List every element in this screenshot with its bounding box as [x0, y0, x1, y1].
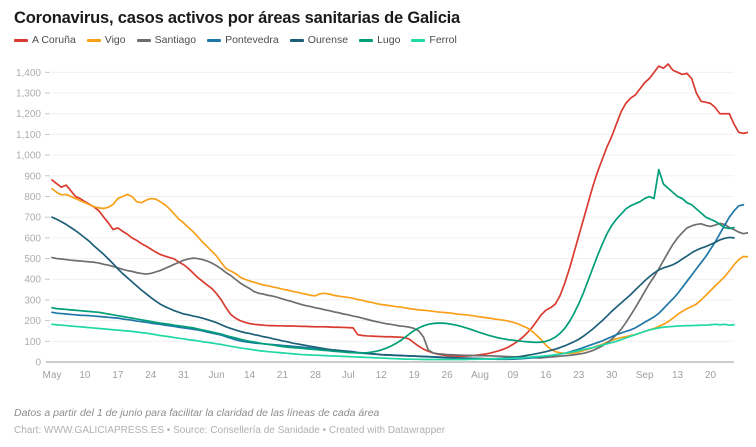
chart-plot-area: 0 100 200 300 400 500 600 700 800 900 1,000 1,100 1,… [8, 48, 748, 388]
xtick-label: Sep [636, 370, 654, 381]
xtick-label: Jul [342, 370, 355, 381]
series-line-santiago [51, 222, 748, 359]
legend-item-ourense[interactable]: Ourense [289, 34, 349, 47]
ytick-label: 800 [24, 192, 41, 203]
legend-swatch-icon [136, 38, 151, 42]
xtick-label: 09 [507, 370, 519, 381]
chart-footer: Datos a partir del 1 de junio para facil… [14, 406, 744, 439]
xtick-label: 10 [79, 370, 91, 381]
series-line-ferrol [51, 323, 735, 361]
page-title: Coronavirus, casos activos por áreas san… [14, 9, 461, 27]
legend-swatch-icon [411, 38, 426, 42]
legend-label: Ferrol [429, 34, 457, 47]
footer-note: Datos a partir del 1 de junio para facil… [14, 407, 380, 420]
ytick-label: 900 [24, 171, 41, 182]
legend-swatch-icon [86, 38, 101, 42]
xtick-label: 26 [442, 370, 454, 381]
ytick-label: 600 [24, 234, 41, 245]
legend-item-ferrol[interactable]: Ferrol [411, 34, 457, 47]
legend-swatch-icon [14, 38, 28, 42]
legend-label: Vigo [104, 34, 126, 47]
xtick-label: 31 [178, 370, 190, 381]
legend-label: Santiago [154, 34, 197, 47]
ytick-label: 200 [24, 316, 41, 327]
series-line-pontevedra [51, 204, 745, 361]
legend-swatch-icon [207, 38, 222, 42]
ytick-label: 1,100 [16, 130, 41, 141]
xtick-label: 16 [540, 370, 552, 381]
legend-label: Ourense [307, 34, 349, 47]
xtick-label: Jun [209, 370, 225, 381]
xtick-label: 13 [672, 370, 684, 381]
xtick-label: 17 [112, 370, 124, 381]
legend-swatch-icon [289, 38, 304, 42]
ytick-label: 400 [24, 275, 41, 286]
legend-label: Pontevedra [225, 34, 279, 47]
footer-credit: Chart: WWW.GALICIAPRESS.ES • Source: Con… [14, 425, 446, 436]
legend-item-santiago[interactable]: Santiago [136, 34, 197, 47]
legend-item-lugo[interactable]: Lugo [359, 34, 400, 46]
xtick-label: 28 [310, 370, 322, 381]
ytick-label: 0 [35, 358, 41, 369]
xtick-label: 20 [705, 370, 717, 381]
legend-item-vigo[interactable]: Vigo [86, 34, 126, 47]
legend-swatch-icon [359, 38, 374, 42]
ytick-label: 700 [24, 213, 41, 224]
xtick-label: 23 [573, 370, 585, 381]
xtick-label: 14 [244, 370, 256, 381]
ytick-label: 1,400 [16, 68, 41, 79]
xtick-label: 21 [277, 370, 289, 381]
series-line-a-coruña [51, 63, 748, 358]
series-line-ourense [51, 216, 735, 360]
xtick-label: 30 [606, 370, 618, 381]
ytick-label: 500 [24, 254, 41, 265]
chart-legend: A Coruña Vigo Santiago Pontevedra Ourense Lug… [8, 27, 748, 46]
xtick-label: May [43, 370, 62, 381]
ytick-label: 1,000 [16, 151, 41, 162]
legend-label: Lugo [377, 34, 401, 47]
legend-label: A Coruña [32, 34, 76, 47]
ytick-label: 100 [24, 337, 41, 348]
legend-item-a-coruña[interactable]: A Coruña [14, 34, 76, 46]
legend-item-pontevedra[interactable]: Pontevedra [207, 34, 279, 46]
xtick-label: 19 [409, 370, 421, 381]
series-line-lugo [51, 168, 735, 354]
ytick-label: 1,300 [16, 89, 41, 100]
ytick-label: 300 [24, 296, 41, 307]
ytick-label: 1,200 [16, 109, 41, 120]
xtick-label: Aug [471, 370, 489, 381]
xtick-label: 24 [145, 370, 157, 381]
line-chart-svg: 0 100 200 300 400 500 600 700 800 900 1,000 1,100 1,… [16, 63, 748, 381]
xtick-label: 12 [376, 370, 388, 381]
